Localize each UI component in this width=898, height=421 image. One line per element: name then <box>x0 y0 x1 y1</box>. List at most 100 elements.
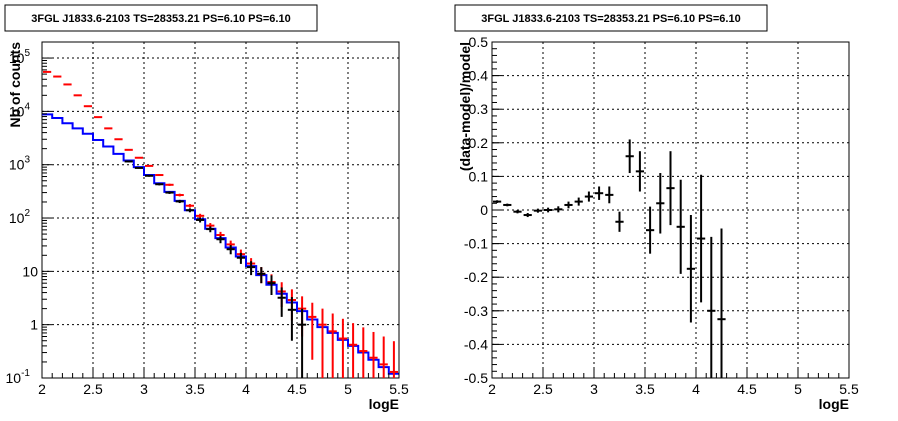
data-point <box>605 186 614 204</box>
data-point <box>134 156 143 159</box>
data-point <box>185 204 194 208</box>
x-axis-title: logE <box>819 396 849 412</box>
data-point <box>493 200 502 203</box>
data-marks <box>42 70 399 378</box>
data-point <box>369 331 378 378</box>
data-point <box>646 206 655 254</box>
data-point <box>175 199 184 204</box>
data-point <box>257 267 266 284</box>
data-point <box>185 208 194 213</box>
y-tick-label: 0.5 <box>469 34 489 50</box>
y-tick-label: 10 <box>22 263 38 279</box>
x-tick-label: 2.5 <box>533 381 553 397</box>
y-tick-label: 102 <box>9 208 31 226</box>
data-point <box>226 245 235 255</box>
y-tick-label: -0.5 <box>464 370 488 386</box>
data-point <box>503 203 512 207</box>
data-point <box>196 213 205 219</box>
data-point <box>277 287 286 317</box>
data-point <box>676 179 685 274</box>
data-point <box>155 174 164 177</box>
grid-lines <box>492 42 849 378</box>
x-tick-label: 5.5 <box>839 381 859 397</box>
plot-frame <box>41 41 400 379</box>
data-marks <box>493 139 726 378</box>
data-point <box>379 336 388 378</box>
data-point <box>513 210 522 214</box>
y-tick-label: 0.2 <box>469 135 489 151</box>
x-tick-label: 2 <box>488 381 496 397</box>
title-box <box>454 4 768 32</box>
y-tick-label: 105 <box>9 48 31 66</box>
data-point <box>155 183 164 186</box>
x-tick-label: 3.5 <box>635 381 655 397</box>
data-point <box>666 151 675 226</box>
data-point <box>134 166 143 169</box>
residuals-plot: 3FGL J1833.6-2103 TS=28353.21 PS=6.10 PS… <box>454 4 859 412</box>
data-point <box>236 252 245 264</box>
x-tick-label: 4 <box>692 381 700 397</box>
data-point <box>165 183 174 186</box>
data-point <box>349 323 358 378</box>
data-point <box>544 207 553 213</box>
data-point <box>697 174 706 303</box>
data-point <box>707 236 716 378</box>
data-point <box>574 197 583 206</box>
data-point <box>717 228 726 378</box>
x-tick-label: 4.5 <box>287 381 307 397</box>
data-point <box>175 193 184 197</box>
data-point <box>308 302 317 360</box>
data-point <box>145 174 154 177</box>
y-tick-label: 104 <box>9 101 31 119</box>
data-point <box>328 313 337 378</box>
x-tick-label: 3 <box>590 381 598 397</box>
data-point <box>94 116 103 119</box>
data-point <box>196 217 205 223</box>
data-point <box>165 191 174 194</box>
x-tick-label: 3 <box>140 381 148 397</box>
data-point <box>216 235 225 244</box>
counts-plot: 3FGL J1833.6-2103 TS=28353.21 PS=6.10 PS… <box>4 4 409 412</box>
data-point <box>686 215 695 323</box>
y-tick-label: -0.4 <box>464 336 488 352</box>
y-tick-label: 0.1 <box>469 168 489 184</box>
y-tick-label: 1 <box>30 317 38 333</box>
axis-ticks: 2 2.5 3 3.5 4 4.5 5 5.5 10-1 1 10 102 103 104 105 <box>6 48 409 397</box>
data-point <box>635 151 644 192</box>
chart-title: 3FGL J1833.6-2103 TS=28353.21 PS=6.10 PS… <box>31 13 290 25</box>
data-point <box>656 173 665 234</box>
x-tick-label: 3.5 <box>185 381 205 397</box>
data-point <box>523 213 532 218</box>
x-tick-label: 5.5 <box>389 381 409 397</box>
data-point <box>625 139 634 174</box>
data-point <box>206 226 215 233</box>
y-tick-label: 10-1 <box>6 368 31 386</box>
grid-lines <box>42 42 399 378</box>
y-tick-label: 0 <box>480 202 488 218</box>
data-point <box>124 148 133 151</box>
data-point <box>554 206 563 213</box>
y-tick-label: 103 <box>9 155 31 173</box>
data-point <box>124 160 133 163</box>
x-tick-label: 2 <box>38 381 46 397</box>
x-tick-label: 4 <box>242 381 250 397</box>
title-box <box>4 4 318 32</box>
data-point <box>145 164 154 167</box>
y-tick-label: -0.2 <box>464 269 488 285</box>
x-tick-label: 5 <box>794 381 802 397</box>
y-tick-label: 0.4 <box>469 68 489 84</box>
data-point <box>595 186 604 200</box>
data-point <box>104 127 113 130</box>
y-tick-label: 0.3 <box>469 101 489 117</box>
data-point <box>287 297 296 341</box>
data-point <box>615 211 624 232</box>
data-point <box>318 308 327 378</box>
data-point <box>298 308 307 378</box>
data-point <box>584 191 593 202</box>
x-tick-label: 4.5 <box>737 381 757 397</box>
data-point <box>389 341 398 378</box>
y-axis-title: Nb of counts <box>7 42 23 128</box>
data-point <box>564 201 573 209</box>
data-point <box>247 261 256 276</box>
